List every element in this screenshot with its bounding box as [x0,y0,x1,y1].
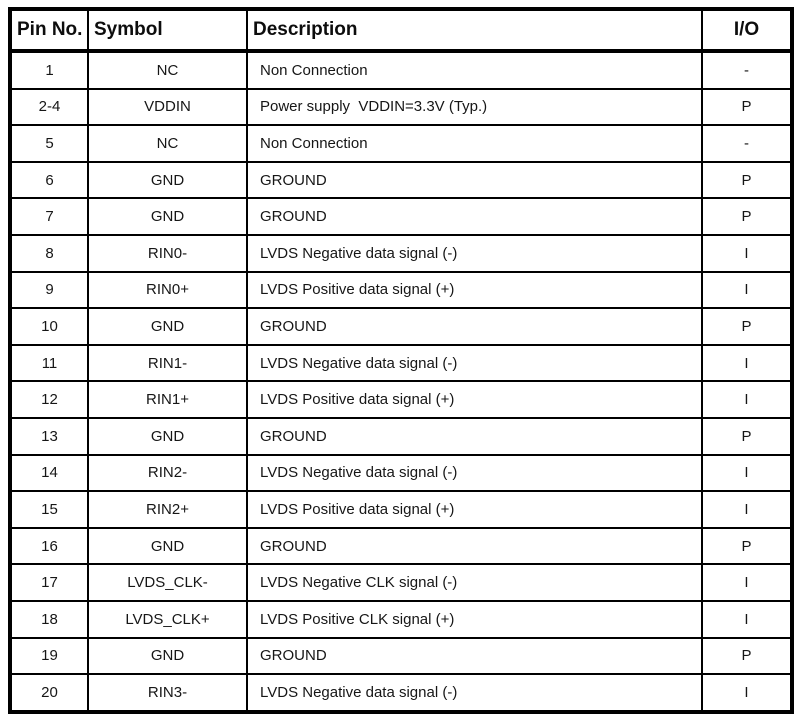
table-row: 12 RIN1+ LVDS Positive data signal (+) I [9,380,793,419]
cell-pin: 15 [9,490,89,529]
cell-description: LVDS Negative data signal (-) [246,453,703,493]
cell-description: LVDS Negative data signal (-) [246,343,703,383]
cell-pin: 14 [9,453,89,493]
cell-io: I [701,563,793,602]
cell-symbol: GND [87,307,248,346]
cell-io: P [701,87,793,127]
cell-description: LVDS Negative data signal (-) [246,233,703,273]
cell-description: Non Connection [246,124,703,163]
cell-description: GROUND [246,636,703,676]
cell-symbol: GND [87,197,248,236]
table-body: 1 NC Non Connection -2-4 VDDIN Power supply V… [9,50,793,713]
cell-io: P [701,197,793,236]
table-row: 5 NC Non Connection - [9,124,793,163]
cell-description: Power supply VDDIN=3.3V (Typ.) [246,87,703,127]
cell-description: GROUND [246,416,703,456]
cell-symbol: RIN0+ [87,270,248,310]
cell-io: I [701,343,793,383]
table-row: 9 RIN0+ LVDS Positive data signal (+) I [9,270,793,310]
table-row: 10 GND GROUND P [9,307,793,346]
cell-description: LVDS Positive data signal (+) [246,380,703,419]
cell-pin: 13 [9,416,89,456]
column-header-description: Description [246,8,703,53]
cell-io: P [701,636,793,676]
column-header-symbol: Symbol [87,8,248,53]
cell-symbol: RIN1+ [87,380,248,419]
cell-description: LVDS Positive data signal (+) [246,490,703,529]
table-row: 20 RIN3- LVDS Negative data signal (-) I [9,673,793,713]
cell-io: P [701,526,793,566]
cell-symbol: NC [87,50,248,90]
cell-description: Non Connection [246,50,703,90]
cell-pin: 11 [9,343,89,383]
cell-pin: 10 [9,307,89,346]
cell-symbol: RIN3- [87,673,248,713]
table-row: 13 GND GROUND P [9,416,793,456]
cell-description: LVDS Negative data signal (-) [246,673,703,713]
cell-description: LVDS Positive CLK signal (+) [246,599,703,639]
table-row: 15 RIN2+ LVDS Positive data signal (+) I [9,490,793,529]
cell-pin: 2-4 [9,87,89,127]
cell-pin: 16 [9,526,89,566]
cell-io: I [701,673,793,713]
cell-pin: 6 [9,160,89,200]
cell-io: P [701,307,793,346]
cell-io: - [701,50,793,90]
table-row: 11 RIN1- LVDS Negative data signal (-) I [9,343,793,383]
cell-pin: 19 [9,636,89,676]
cell-symbol: VDDIN [87,87,248,127]
table-row: 1 NC Non Connection - [9,50,793,90]
cell-symbol: RIN0- [87,233,248,273]
cell-description: GROUND [246,526,703,566]
cell-description: LVDS Negative CLK signal (-) [246,563,703,602]
cell-io: I [701,490,793,529]
cell-description: LVDS Positive data signal (+) [246,270,703,310]
cell-io: - [701,124,793,163]
cell-io: I [701,380,793,419]
table-row: 17 LVDS_CLK- LVDS Negative CLK signal (-) I [9,563,793,602]
cell-symbol: NC [87,124,248,163]
table-row: 18 LVDS_CLK+ LVDS Positive CLK signal (+) I [9,599,793,639]
cell-symbol: GND [87,416,248,456]
pin-assignment-table: Pin No. Symbol Description I/O 1 NC Non Co… [8,7,794,714]
cell-pin: 9 [9,270,89,310]
cell-symbol: RIN2- [87,453,248,493]
cell-symbol: RIN2+ [87,490,248,529]
cell-io: P [701,160,793,200]
column-header-io: I/O [701,8,793,53]
cell-pin: 8 [9,233,89,273]
cell-io: P [701,416,793,456]
cell-io: I [701,233,793,273]
cell-pin: 5 [9,124,89,163]
table-row: 19 GND GROUND P [9,636,793,676]
cell-io: I [701,453,793,493]
table-row: 2-4 VDDIN Power supply VDDIN=3.3V (Typ.) P [9,87,793,127]
table-row: 14 RIN2- LVDS Negative data signal (-) I [9,453,793,493]
cell-pin: 18 [9,599,89,639]
column-header-pin-no: Pin No. [9,8,89,53]
cell-symbol: GND [87,526,248,566]
table-row: 6 GND GROUND P [9,160,793,200]
cell-symbol: LVDS_CLK- [87,563,248,602]
cell-pin: 12 [9,380,89,419]
cell-pin: 20 [9,673,89,713]
cell-description: GROUND [246,160,703,200]
cell-io: I [701,270,793,310]
table-row: 16 GND GROUND P [9,526,793,566]
cell-description: GROUND [246,197,703,236]
cell-pin: 17 [9,563,89,602]
cell-pin: 7 [9,197,89,236]
header-row: Pin No. Symbol Description I/O [9,8,793,53]
cell-symbol: GND [87,636,248,676]
cell-symbol: LVDS_CLK+ [87,599,248,639]
cell-io: I [701,599,793,639]
table-row: 8 RIN0- LVDS Negative data signal (-) I [9,233,793,273]
table-row: 7 GND GROUND P [9,197,793,236]
cell-symbol: GND [87,160,248,200]
cell-pin: 1 [9,50,89,90]
cell-description: GROUND [246,307,703,346]
cell-symbol: RIN1- [87,343,248,383]
